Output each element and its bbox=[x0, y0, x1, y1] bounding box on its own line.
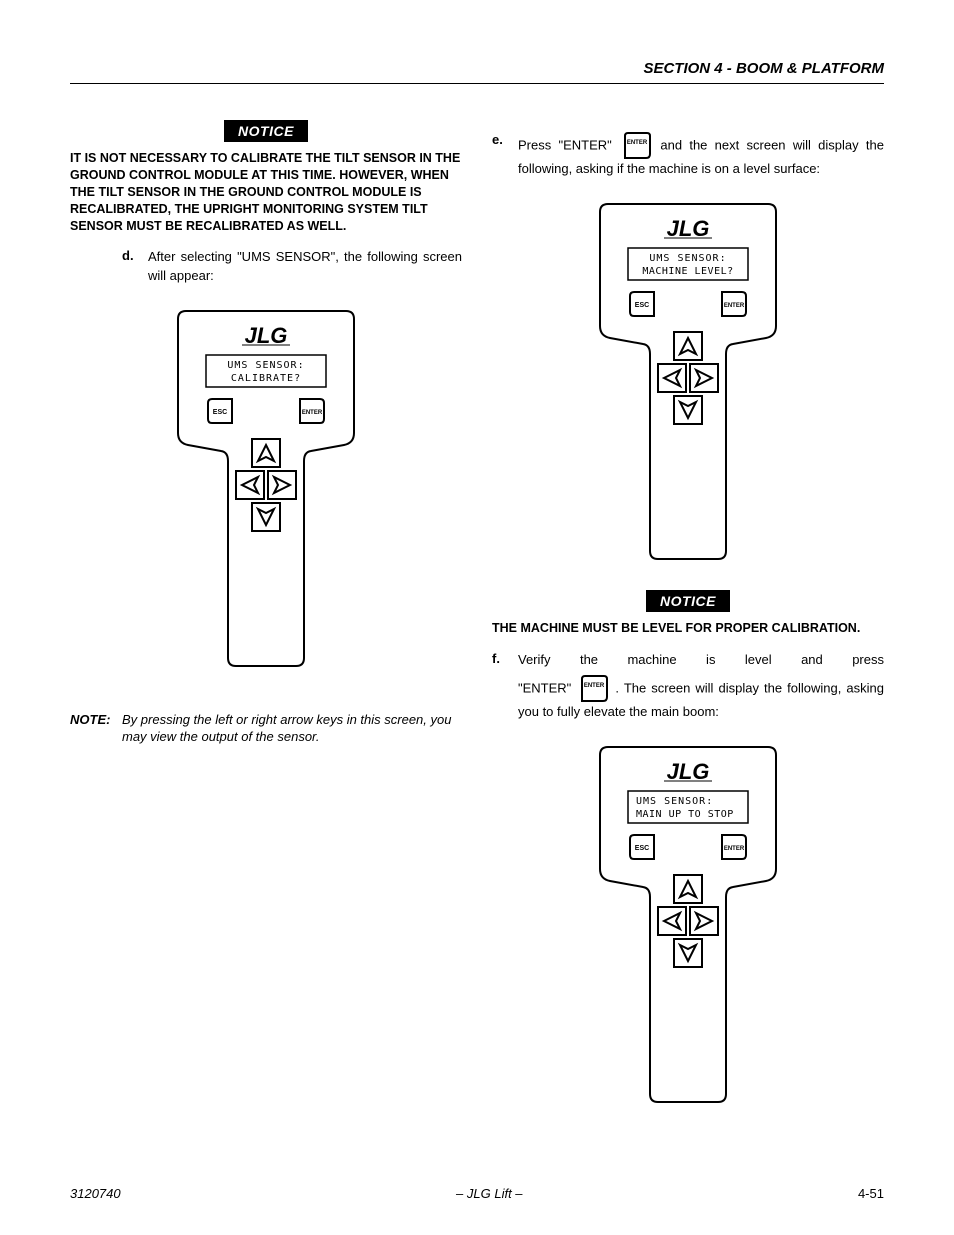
svg-text:ENTER: ENTER bbox=[302, 410, 323, 416]
arrow-down-button bbox=[674, 396, 702, 424]
right-column: e. Press "ENTER" ENTER and the next scre… bbox=[492, 114, 884, 1127]
screen-line2: CALIBRATE? bbox=[231, 373, 301, 384]
arrow-right-button bbox=[690, 907, 718, 935]
svg-text:ESC: ESC bbox=[635, 845, 649, 852]
step-e: e. Press "ENTER" ENTER and the next scre… bbox=[492, 132, 884, 178]
content-columns: NOTICE IT IS NOT NECESSARY TO CALIBRATE … bbox=[70, 114, 884, 1127]
analyzer-1-wrap: JLG UMS SENSOR: CALIBRATE? ESC ENTER bbox=[70, 295, 462, 691]
enter-button: ENTER bbox=[722, 292, 746, 316]
note-label: NOTE: bbox=[70, 711, 122, 746]
arrow-left-button bbox=[658, 907, 686, 935]
esc-button: ESC bbox=[630, 292, 654, 316]
notice-text-2: THE MACHINE MUST BE LEVEL FOR PROPER CAL… bbox=[492, 620, 884, 637]
screen-line2: MAIN UP TO STOP bbox=[636, 809, 734, 820]
arrow-up-button bbox=[674, 332, 702, 360]
step-f-marker: f. bbox=[492, 651, 518, 721]
step-f-body: Verify the machine is level and press "E… bbox=[518, 651, 884, 721]
arrow-down-button bbox=[674, 939, 702, 967]
step-f-after: . The screen will display the following,… bbox=[518, 681, 884, 720]
screen-line2: MACHINE LEVEL? bbox=[642, 266, 733, 277]
step-e-marker: e. bbox=[492, 132, 518, 178]
step-d-text: After selecting "UMS SENSOR", the follow… bbox=[148, 248, 462, 284]
analyzer-diagram-3: JLG UMS SENSOR: MAIN UP TO STOP ESC ENTE… bbox=[588, 739, 788, 1109]
step-d: d. After selecting "UMS SENSOR", the fol… bbox=[122, 248, 462, 284]
step-e-before: Press "ENTER" bbox=[518, 137, 612, 152]
note-block: NOTE: By pressing the left or right arro… bbox=[70, 711, 462, 746]
step-f: f. Verify the machine is level and press… bbox=[492, 651, 884, 721]
screen-line1: UMS SENSOR: bbox=[636, 796, 713, 807]
enter-key-icon: ENTER bbox=[621, 132, 651, 160]
notice-badge-2: NOTICE bbox=[646, 590, 730, 612]
note-text: By pressing the left or right arrow keys… bbox=[122, 711, 462, 746]
step-f-line1: Verify the machine is level and press bbox=[518, 651, 884, 669]
svg-text:ENTER: ENTER bbox=[584, 683, 605, 689]
esc-button: ESC bbox=[630, 835, 654, 859]
arrow-left-button bbox=[236, 471, 264, 499]
footer-right: 4-51 bbox=[858, 1186, 884, 1201]
logo-text: JLG bbox=[245, 323, 288, 348]
logo-text: JLG bbox=[667, 216, 710, 241]
notice-text-1: IT IS NOT NECESSARY TO CALIBRATE THE TIL… bbox=[70, 150, 462, 234]
enter-button: ENTER bbox=[300, 399, 324, 423]
enter-key-icon: ENTER bbox=[578, 675, 608, 703]
svg-text:ENTER: ENTER bbox=[627, 140, 648, 146]
arrow-right-button bbox=[690, 364, 718, 392]
svg-text:ESC: ESC bbox=[635, 302, 649, 309]
svg-text:ENTER: ENTER bbox=[724, 303, 745, 309]
page-footer: 3120740 – JLG Lift – 4-51 bbox=[70, 1186, 884, 1201]
svg-text:ENTER: ENTER bbox=[724, 846, 745, 852]
arrow-left-button bbox=[658, 364, 686, 392]
arrow-up-button bbox=[252, 439, 280, 467]
analyzer-diagram-1: JLG UMS SENSOR: CALIBRATE? ESC ENTER bbox=[166, 303, 366, 673]
svg-text:ESC: ESC bbox=[213, 409, 227, 416]
footer-left: 3120740 bbox=[70, 1186, 121, 1201]
screen-line1: UMS SENSOR: bbox=[227, 360, 304, 371]
enter-button: ENTER bbox=[722, 835, 746, 859]
step-e-body: Press "ENTER" ENTER and the next screen … bbox=[518, 132, 884, 178]
step-f-before: "ENTER" bbox=[518, 681, 571, 696]
arrow-right-button bbox=[268, 471, 296, 499]
analyzer-2-wrap: JLG UMS SENSOR: MACHINE LEVEL? ESC ENTER bbox=[492, 188, 884, 584]
step-d-marker: d. bbox=[122, 248, 148, 284]
section-header: SECTION 4 - BOOM & PLATFORM bbox=[70, 60, 884, 84]
screen-line1: UMS SENSOR: bbox=[649, 253, 726, 264]
analyzer-diagram-2: JLG UMS SENSOR: MACHINE LEVEL? ESC ENTER bbox=[588, 196, 788, 566]
logo-text: JLG bbox=[667, 759, 710, 784]
arrow-up-button bbox=[674, 875, 702, 903]
footer-center: – JLG Lift – bbox=[456, 1186, 522, 1201]
left-column: NOTICE IT IS NOT NECESSARY TO CALIBRATE … bbox=[70, 114, 462, 1127]
esc-button: ESC bbox=[208, 399, 232, 423]
analyzer-3-wrap: JLG UMS SENSOR: MAIN UP TO STOP ESC ENTE… bbox=[492, 731, 884, 1127]
arrow-down-button bbox=[252, 503, 280, 531]
notice-badge: NOTICE bbox=[224, 120, 308, 142]
